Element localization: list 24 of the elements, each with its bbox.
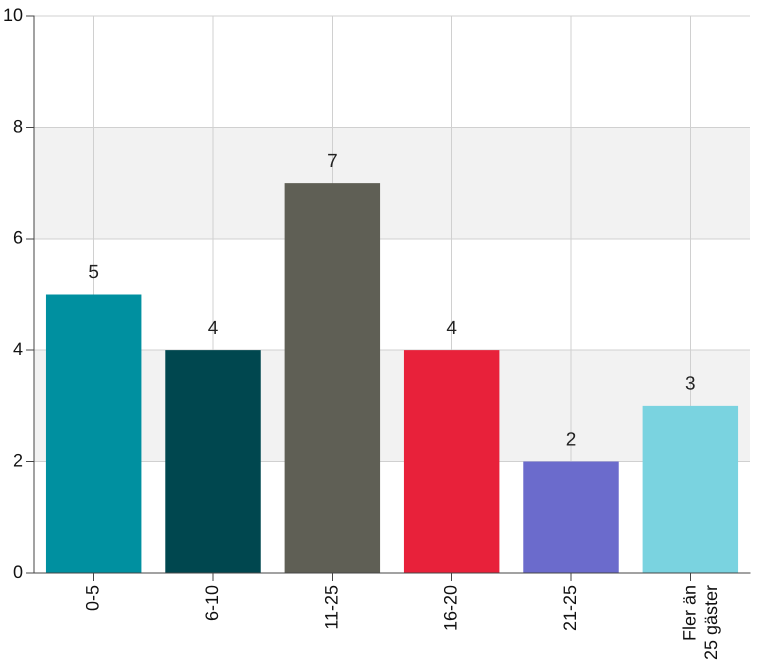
data-label: 4 <box>208 318 219 339</box>
data-label: 2 <box>566 429 576 450</box>
x-tick-label: 6-10 <box>202 584 222 621</box>
y-tick-label: 8 <box>13 116 24 136</box>
bar <box>284 183 380 572</box>
x-tick-label: 0-5 <box>82 584 103 611</box>
y-tick-label: 6 <box>13 228 24 248</box>
x-tick-label: 16-20 <box>440 584 461 631</box>
bar <box>404 350 500 572</box>
y-tick-label: 10 <box>2 4 24 25</box>
bar <box>642 406 738 572</box>
data-label: 4 <box>446 318 458 339</box>
x-tick-label: 11-25 <box>321 584 342 630</box>
bar <box>523 462 619 572</box>
y-tick-label: 4 <box>13 339 24 360</box>
bar <box>165 350 261 572</box>
x-tick-label: Fler än 25 gäster <box>679 584 721 660</box>
data-label: 3 <box>685 374 696 395</box>
y-tick-label: 2 <box>13 450 24 471</box>
x-tick-label: 21-25 <box>560 584 580 631</box>
bar <box>46 294 142 572</box>
data-label: 7 <box>327 150 338 172</box>
y-tick-label: 0 <box>13 562 24 582</box>
data-label: 5 <box>88 262 99 284</box>
